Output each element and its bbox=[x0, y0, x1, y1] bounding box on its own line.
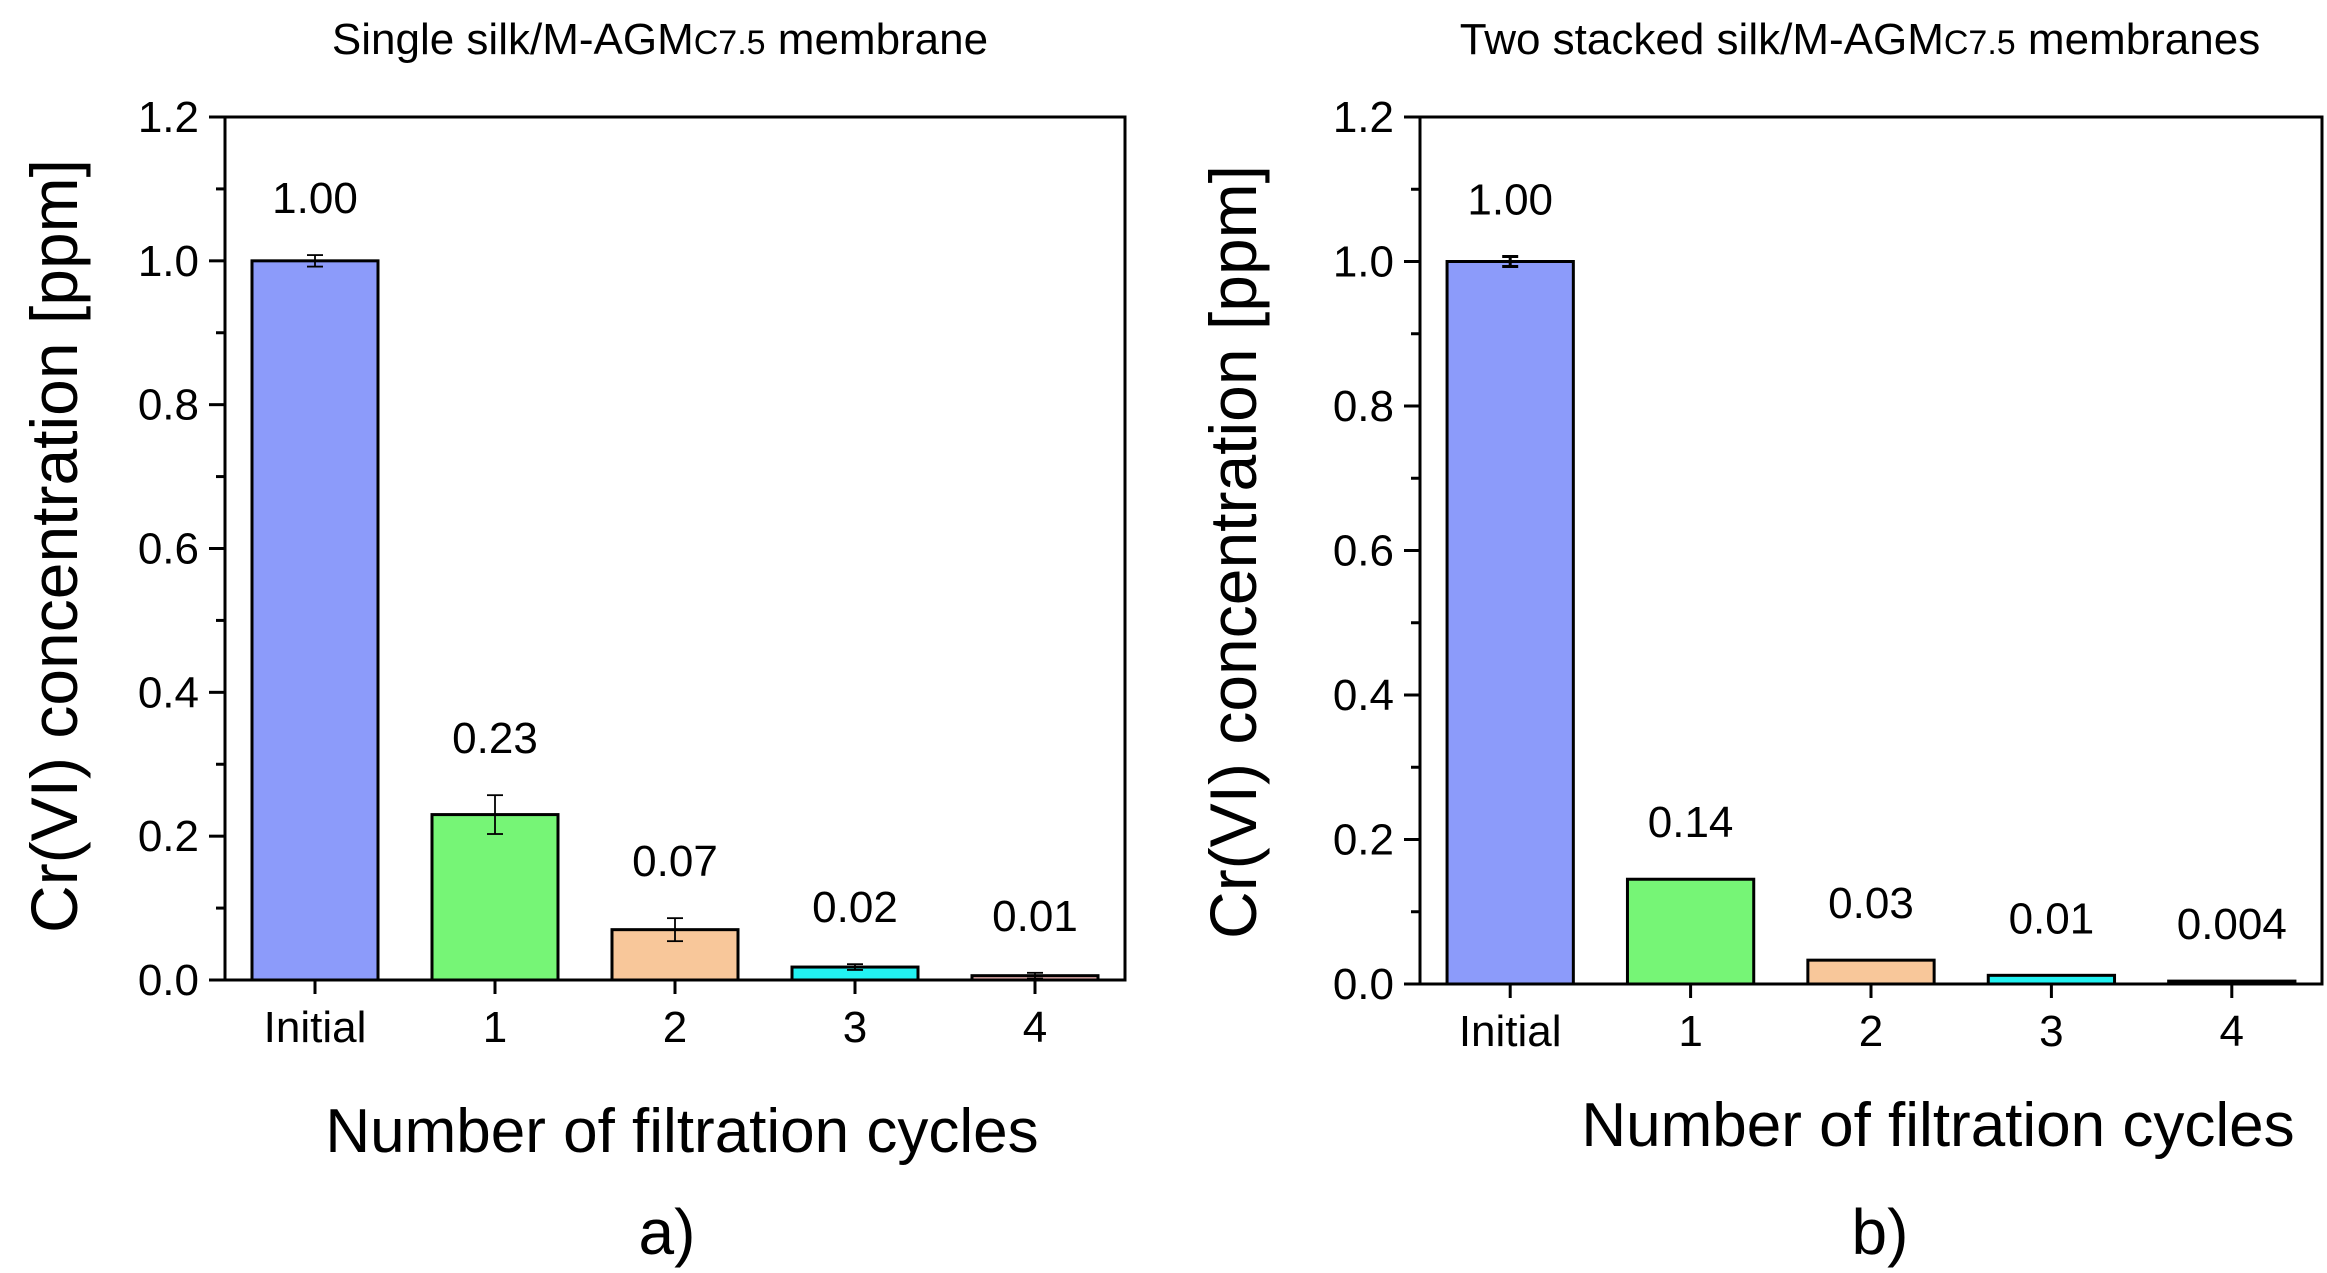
panel-a-y-tick-label: 0.6 bbox=[138, 525, 199, 574]
panel-a-x-tick-label: Initial bbox=[264, 1003, 367, 1052]
panel-a-error-bar-0 bbox=[307, 254, 323, 268]
panel-b-value-label-0: 1.00 bbox=[1467, 175, 1553, 224]
panel-a-value-label-4: 0.01 bbox=[992, 892, 1078, 941]
panel-b-y-tick-label: 0.8 bbox=[1333, 382, 1394, 431]
panel-a: Single silk/M-AGMC7.5 membrane 0.0 0.2 0.4… bbox=[17, 15, 1127, 1268]
panel-a-bar-0 bbox=[250, 259, 380, 982]
panel-a-x-tick-label: 2 bbox=[663, 1003, 687, 1052]
panel-b-y-tick-label: 0.2 bbox=[1333, 816, 1394, 865]
panel-a-y-tick-label: 0.8 bbox=[138, 381, 199, 430]
panel-a-value-label-3: 0.02 bbox=[812, 883, 898, 932]
panel-b-y-tick-label: 0.6 bbox=[1333, 527, 1394, 576]
panel-a-y-tick-label: 0.4 bbox=[138, 668, 199, 717]
panel-a-x-tick-label: 1 bbox=[483, 1003, 507, 1052]
panel-b-axes-frame bbox=[1418, 115, 2324, 986]
panel-b-bar-1 bbox=[1625, 877, 1756, 986]
panel-a-title: Single silk/M-AGMC7.5 membrane bbox=[332, 15, 988, 64]
panel-b-x-tick-label: 3 bbox=[2039, 1007, 2063, 1056]
panel-a-y-axis-label: Cr(VI) concentration [ppm] bbox=[17, 159, 91, 933]
panel-b-value-label-4: 0.004 bbox=[2177, 900, 2287, 949]
panel-a-value-label-2: 0.07 bbox=[632, 837, 718, 886]
panel-b-x-tick-label: 1 bbox=[1678, 1007, 1702, 1056]
panel-a-error-bar-3 bbox=[847, 963, 863, 971]
panel-a-x-tick-label: 3 bbox=[843, 1003, 867, 1052]
panel-b-y-tick-label: 1.0 bbox=[1333, 238, 1394, 287]
panel-b-x-tick-label: 2 bbox=[1859, 1007, 1883, 1056]
panel-b: Two stacked silk/M-AGMC7.5 membranes 0.0… bbox=[1196, 15, 2324, 1268]
panel-a-error-bar-2 bbox=[667, 917, 683, 943]
panel-a-label: a) bbox=[639, 1196, 696, 1268]
panel-a-x-tick-label: 4 bbox=[1023, 1003, 1047, 1052]
panel-a-value-label-0: 1.00 bbox=[272, 174, 358, 223]
panel-b-x-tick-label: Initial bbox=[1459, 1007, 1562, 1056]
panel-a-x-axis-label: Number of filtration cycles bbox=[325, 1097, 1038, 1166]
panel-b-bar-0 bbox=[1445, 260, 1575, 986]
panel-b-value-label-3: 0.01 bbox=[2009, 894, 2095, 943]
panel-b-y-tick-label: 0.4 bbox=[1333, 671, 1394, 720]
panel-a-y-tick-label: 0.0 bbox=[138, 956, 199, 1005]
panel-a-y-tick-label: 1.0 bbox=[138, 237, 199, 286]
panel-a-value-label-1: 0.23 bbox=[452, 714, 538, 763]
panel-a-y-tick-label: 0.2 bbox=[138, 812, 199, 861]
panel-b-value-label-1: 0.14 bbox=[1648, 798, 1734, 847]
panel-b-label: b) bbox=[1852, 1196, 1909, 1268]
panel-a-error-bar-1 bbox=[487, 794, 503, 835]
panel-a-y-tick-label: 1.2 bbox=[138, 93, 199, 142]
panel-b-value-label-2: 0.03 bbox=[1828, 879, 1914, 928]
panel-a-bar-1 bbox=[430, 813, 560, 982]
panel-a-axes-frame bbox=[223, 115, 1127, 982]
panel-b-x-axis-label: Number of filtration cycles bbox=[1581, 1091, 2294, 1160]
panel-b-error-bar-0 bbox=[1502, 254, 1519, 269]
panel-b-y-axis-label: Cr(VI) concentration [ppm] bbox=[1196, 165, 1270, 939]
panel-b-y-tick-label: 1.2 bbox=[1333, 93, 1394, 142]
panel-b-y-tick-label: 0.0 bbox=[1333, 960, 1394, 1009]
panel-b-bar-2 bbox=[1806, 958, 1936, 986]
panel-b-x-tick-label: 4 bbox=[2220, 1007, 2244, 1056]
panel-b-title: Two stacked silk/M-AGMC7.5 membranes bbox=[1460, 15, 2260, 64]
